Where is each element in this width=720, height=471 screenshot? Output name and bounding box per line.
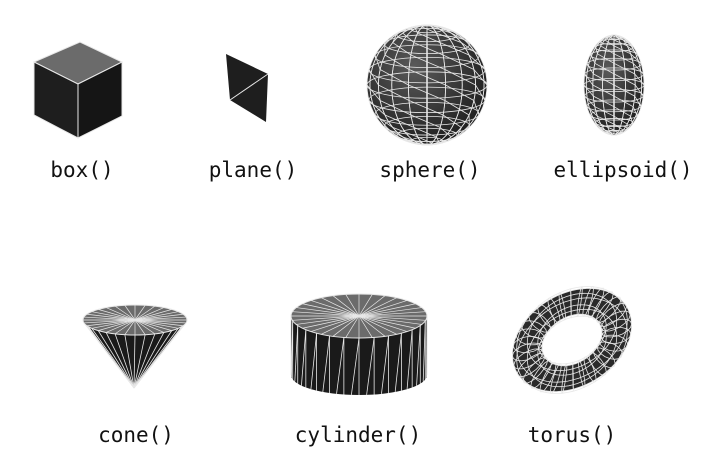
shape-label-cone: cone() (98, 423, 174, 447)
cone-icon (82, 304, 188, 389)
shape-label-cylinder: cylinder() (294, 423, 422, 447)
shape-label-torus: torus() (527, 423, 617, 447)
cube-icon (32, 41, 124, 139)
ellipsoid-icon (583, 34, 645, 136)
torus-icon (511, 286, 633, 394)
cylinder-icon (290, 293, 428, 395)
shape-label-box: box() (50, 158, 114, 182)
shape-label-sphere: sphere() (379, 158, 481, 182)
plane-icon (226, 54, 269, 122)
shape-label-plane: plane() (208, 158, 298, 182)
sphere-icon (366, 24, 488, 146)
shape-label-ellipsoid: ellipsoid() (553, 158, 693, 182)
